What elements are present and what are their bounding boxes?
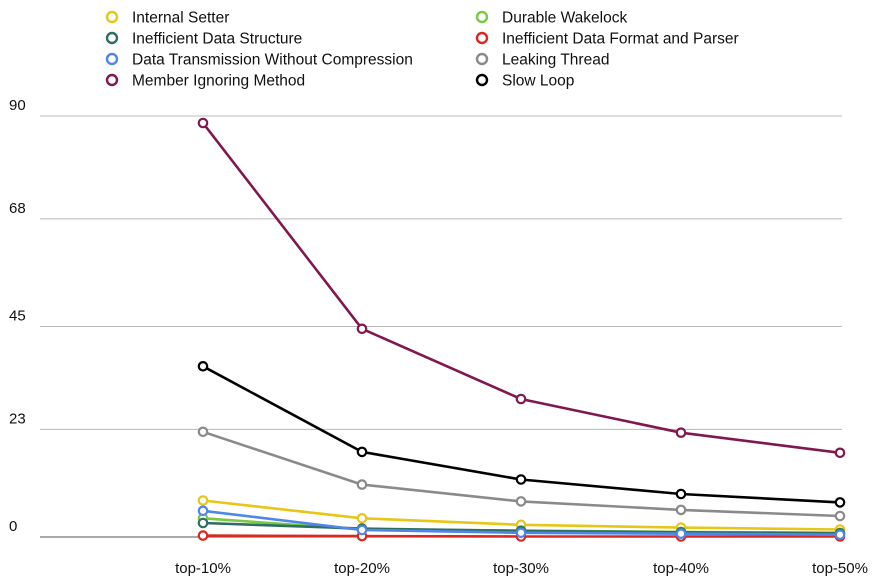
legend-item: Internal Setter — [105, 10, 229, 27]
legend-item: Member Ignoring Method — [105, 73, 305, 90]
legend-marker — [475, 10, 489, 24]
legend-item: Slow Loop — [475, 73, 574, 90]
data-point — [675, 427, 687, 438]
legend-label: Slow Loop — [502, 73, 574, 90]
y-tick-label: 23 — [9, 410, 26, 427]
data-point — [197, 495, 209, 506]
legend-item: Data Transmission Without Compression — [105, 52, 413, 69]
data-point — [197, 530, 209, 541]
data-point — [515, 496, 527, 507]
series-line — [197, 117, 846, 459]
legend-label: Durable Wakelock — [502, 10, 627, 27]
legend-label: Data Transmission Without Compression — [132, 52, 413, 69]
legend-marker — [105, 73, 119, 87]
grid — [40, 115, 842, 538]
data-point — [515, 393, 527, 405]
y-tick-label: 68 — [9, 200, 26, 217]
x-tick-label: top-10% — [175, 560, 231, 577]
data-point — [356, 446, 368, 458]
data-point — [675, 528, 687, 539]
data-point — [197, 517, 209, 529]
data-point — [834, 529, 846, 540]
x-tick-label: top-20% — [334, 560, 390, 577]
legend-marker — [105, 10, 119, 24]
data-point — [356, 479, 368, 490]
series-line — [197, 505, 846, 540]
x-axis: top-10% top-20% top-30% top-40% top-50% — [175, 560, 868, 577]
legend-marker — [475, 31, 489, 45]
data-point — [197, 117, 209, 129]
y-tick-label: 90 — [9, 97, 26, 114]
legend-label: Inefficient Data Structure — [132, 31, 302, 48]
data-point — [834, 510, 846, 522]
legend-item: Leaking Thread — [475, 52, 609, 69]
data-point — [356, 512, 368, 524]
data-point — [515, 527, 527, 539]
y-tick-label: 45 — [9, 308, 26, 325]
y-tick-label: 0 — [9, 518, 17, 535]
legend-label: Internal Setter — [132, 10, 229, 27]
data-point — [675, 488, 687, 500]
legend-item: Inefficient Data Format and Parser — [475, 31, 739, 48]
x-tick-label: top-50% — [812, 560, 868, 577]
data-point — [356, 524, 368, 536]
legend-label: Inefficient Data Format and Parser — [502, 31, 739, 48]
series-group — [197, 117, 846, 542]
data-point — [197, 360, 209, 372]
data-point — [834, 447, 846, 459]
legend-marker — [105, 52, 119, 66]
data-point — [197, 505, 209, 517]
legend-item: Inefficient Data Structure — [105, 31, 302, 48]
legend-marker — [475, 52, 489, 66]
x-tick-label: top-40% — [653, 560, 709, 577]
legend-label: Leaking Thread — [502, 52, 609, 69]
data-point — [515, 474, 527, 485]
series-line — [197, 426, 846, 522]
legend-marker — [105, 31, 119, 45]
legend: Internal Setter Durable Wakelock Inefficie… — [105, 10, 739, 90]
data-point — [356, 323, 368, 335]
data-point — [834, 497, 846, 508]
legend-item: Durable Wakelock — [475, 10, 627, 27]
y-axis: 0 23 45 68 90 — [9, 97, 26, 535]
series-line — [197, 360, 846, 508]
data-point — [197, 426, 209, 438]
legend-label: Member Ignoring Method — [132, 73, 305, 90]
x-tick-label: top-30% — [493, 560, 549, 577]
legend-marker — [475, 73, 489, 87]
data-point — [675, 504, 687, 516]
